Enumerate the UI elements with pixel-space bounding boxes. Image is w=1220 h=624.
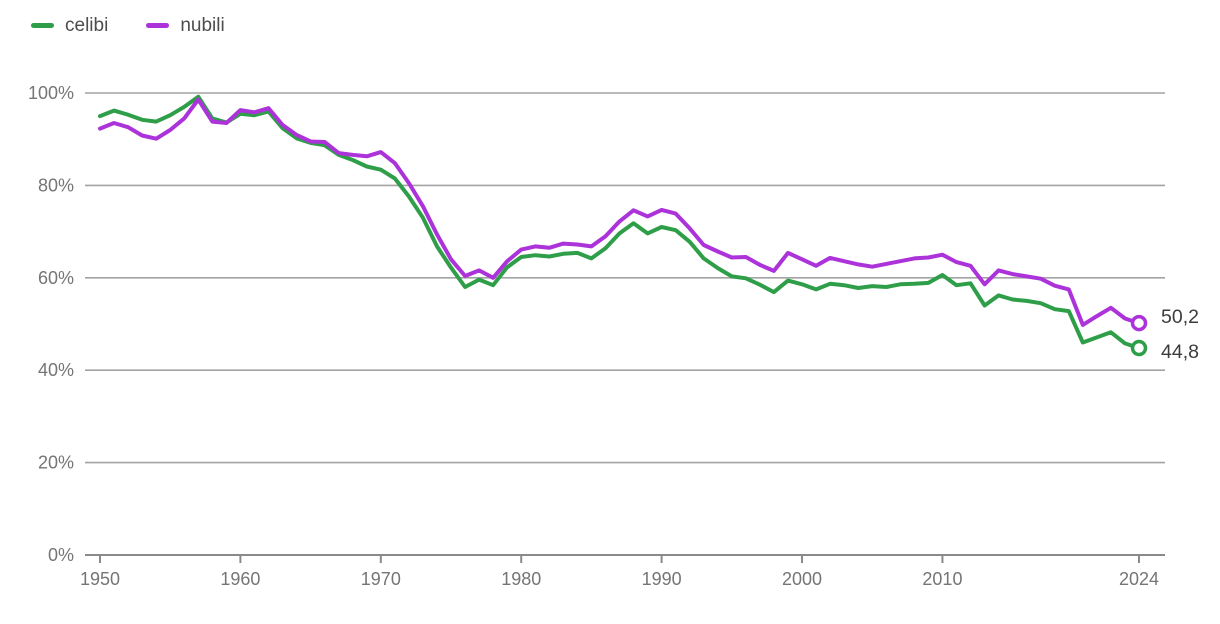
- legend-swatch-nubili: [146, 23, 170, 28]
- legend-item-celibi[interactable]: celibi: [31, 16, 108, 35]
- y-tick-label: 80%: [38, 175, 74, 195]
- legend-label-celibi: celibi: [65, 15, 109, 36]
- end-value-label-celibi: 44,8: [1161, 341, 1199, 363]
- x-tick-label: 2000: [782, 569, 822, 589]
- y-tick-label: 60%: [38, 268, 74, 288]
- x-tick-label: 1970: [361, 569, 401, 589]
- x-tick-label: 2010: [922, 569, 962, 589]
- series-line-celibi: [98, 94, 1141, 350]
- x-tick-label: 1980: [501, 569, 541, 589]
- legend-label-nubili: nubili: [180, 15, 225, 36]
- y-tick-label: 40%: [38, 360, 74, 380]
- x-tick-label: 2024: [1119, 569, 1159, 589]
- legend-item-nubili[interactable]: nubili: [146, 15, 225, 36]
- legend-swatch-celibi: [31, 23, 54, 28]
- x-tick-label: 1960: [220, 569, 260, 589]
- series-endpoint-celibi: [1130, 339, 1148, 357]
- x-tick-label: 1990: [642, 569, 682, 589]
- y-tick-label: 100%: [28, 83, 74, 103]
- y-tick-label: 0%: [48, 545, 74, 565]
- end-value-label-nubili: 50,2: [1161, 306, 1199, 328]
- series-endpoint-nubili: [1130, 314, 1148, 332]
- series-line-nubili: [98, 97, 1141, 327]
- legend: celibi nubili: [31, 16, 225, 35]
- y-tick-label: 20%: [38, 453, 74, 473]
- x-tick-label: 1950: [80, 569, 120, 589]
